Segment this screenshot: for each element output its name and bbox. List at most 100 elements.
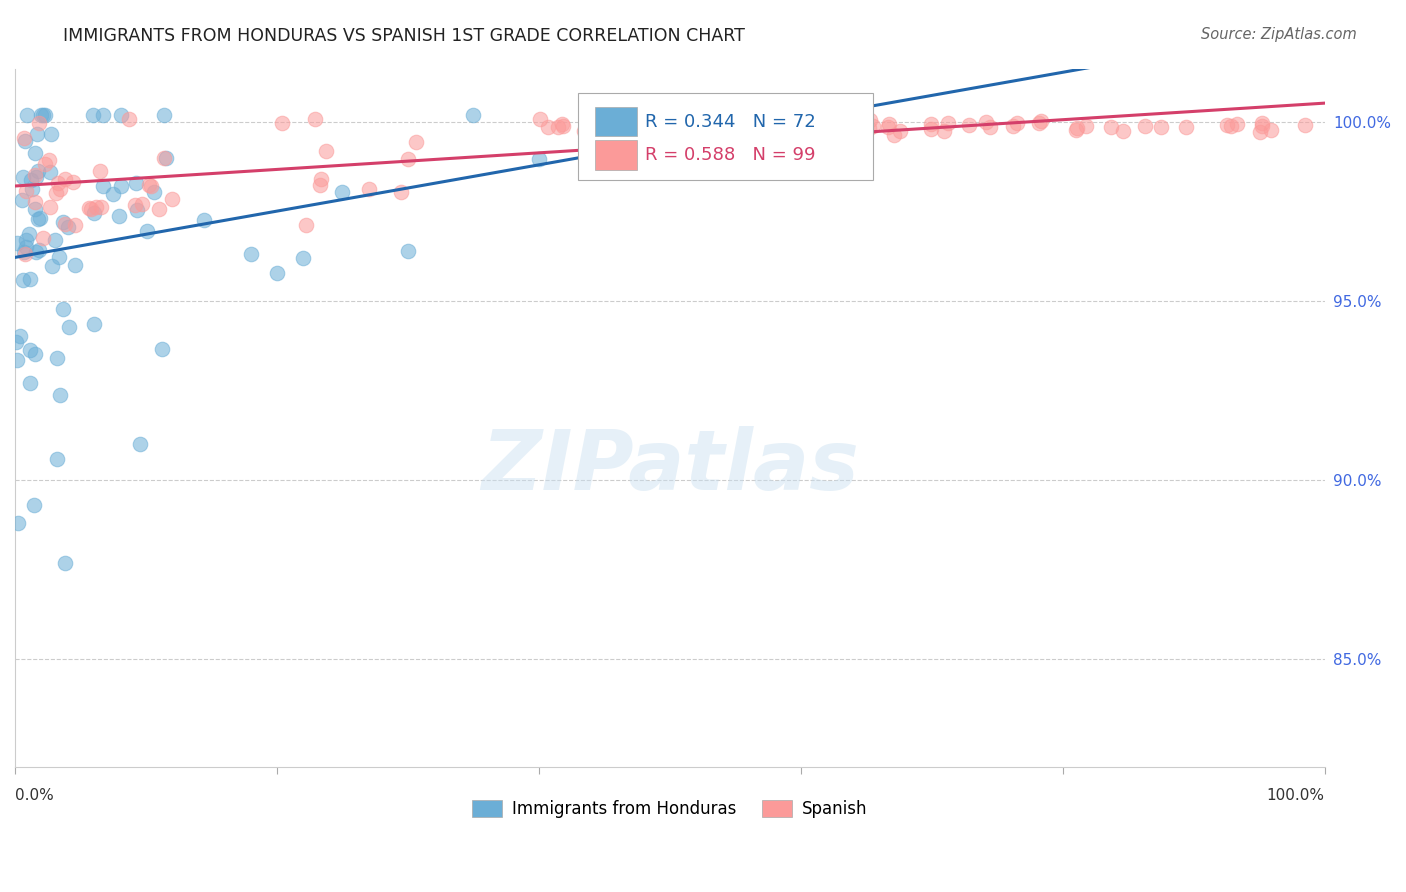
Point: [332, 186, 354, 200]
Point: [20, 173, 42, 187]
Point: [405, 136, 427, 150]
Point: [859, 112, 882, 127]
Point: [27, 164, 49, 178]
Point: [389, 186, 412, 200]
Point: [131, 196, 153, 211]
FancyBboxPatch shape: [595, 107, 637, 136]
Point: [34, 157, 56, 171]
Point: [740, 114, 762, 128]
Point: [91, 179, 114, 194]
Point: [294, 218, 316, 232]
Point: [48, 250, 70, 264]
Point: [58, 220, 80, 235]
Point: [359, 182, 381, 196]
Point: [80, 202, 103, 216]
FancyBboxPatch shape: [578, 93, 873, 180]
Point: [766, 114, 789, 128]
Point: [101, 187, 124, 202]
Point: [39, 200, 62, 214]
Text: IMMIGRANTS FROM HONDURAS VS SPANISH 1ST GRADE CORRELATION CHART: IMMIGRANTS FROM HONDURAS VS SPANISH 1ST …: [63, 27, 745, 45]
Point: [292, 251, 315, 265]
Point: [612, 122, 634, 136]
Point: [8, 329, 31, 343]
Point: [1066, 123, 1088, 137]
Point: [759, 119, 782, 133]
Point: [1099, 120, 1122, 134]
Point: [974, 115, 997, 129]
Point: [879, 117, 901, 131]
Point: [1260, 123, 1282, 137]
Point: [270, 116, 292, 130]
Point: [34, 108, 56, 122]
Point: [91, 108, 114, 122]
Point: [90, 201, 112, 215]
Point: [39, 165, 62, 179]
Text: ZIPatlas: ZIPatlas: [481, 425, 859, 507]
Point: [24, 244, 46, 259]
Point: [152, 108, 174, 122]
Point: [685, 121, 707, 136]
Point: [1251, 120, 1274, 134]
Point: [1216, 118, 1239, 132]
Point: [936, 116, 959, 130]
Point: [27, 211, 49, 226]
Point: [1175, 120, 1198, 135]
Point: [53, 556, 76, 570]
Point: [572, 124, 595, 138]
Point: [25, 169, 48, 184]
Point: [63, 258, 86, 272]
Point: [138, 178, 160, 193]
Point: [686, 119, 709, 133]
Point: [125, 176, 148, 190]
Point: [136, 224, 159, 238]
Point: [315, 144, 337, 158]
Point: [110, 108, 132, 122]
Point: [24, 169, 46, 183]
Point: [537, 120, 560, 135]
Point: [49, 388, 72, 402]
Point: [89, 163, 111, 178]
Text: R = 0.344   N = 72: R = 0.344 N = 72: [645, 112, 815, 130]
Point: [53, 217, 76, 231]
Point: [24, 195, 46, 210]
Point: [1226, 117, 1249, 131]
Point: [889, 124, 911, 138]
Point: [65, 219, 87, 233]
FancyBboxPatch shape: [595, 140, 637, 169]
Point: [862, 120, 884, 134]
Point: [803, 124, 825, 138]
Point: [41, 259, 63, 273]
Point: [14, 240, 37, 254]
Point: [1133, 119, 1156, 133]
Point: [6, 235, 28, 250]
Point: [547, 120, 569, 134]
Point: [110, 179, 132, 194]
Point: [239, 247, 262, 261]
Point: [52, 302, 75, 317]
Point: [529, 112, 551, 127]
Point: [152, 151, 174, 165]
Point: [18, 227, 41, 242]
Point: [1028, 115, 1050, 129]
Point: [7, 516, 30, 530]
Point: [681, 120, 703, 134]
Point: [551, 117, 574, 131]
Point: [21, 182, 44, 196]
Point: [1005, 116, 1028, 130]
Point: [583, 117, 606, 131]
Point: [1219, 119, 1241, 133]
Point: [932, 124, 955, 138]
Text: R = 0.588   N = 99: R = 0.588 N = 99: [645, 146, 815, 164]
Point: [589, 113, 612, 128]
Text: 100.0%: 100.0%: [1267, 788, 1324, 803]
Point: [141, 178, 163, 193]
Point: [920, 121, 942, 136]
Point: [31, 108, 53, 122]
Point: [62, 175, 84, 189]
Point: [1002, 120, 1025, 134]
Point: [6, 353, 28, 368]
Point: [1031, 114, 1053, 128]
Point: [45, 351, 67, 365]
Point: [628, 119, 651, 133]
Point: [143, 185, 166, 199]
